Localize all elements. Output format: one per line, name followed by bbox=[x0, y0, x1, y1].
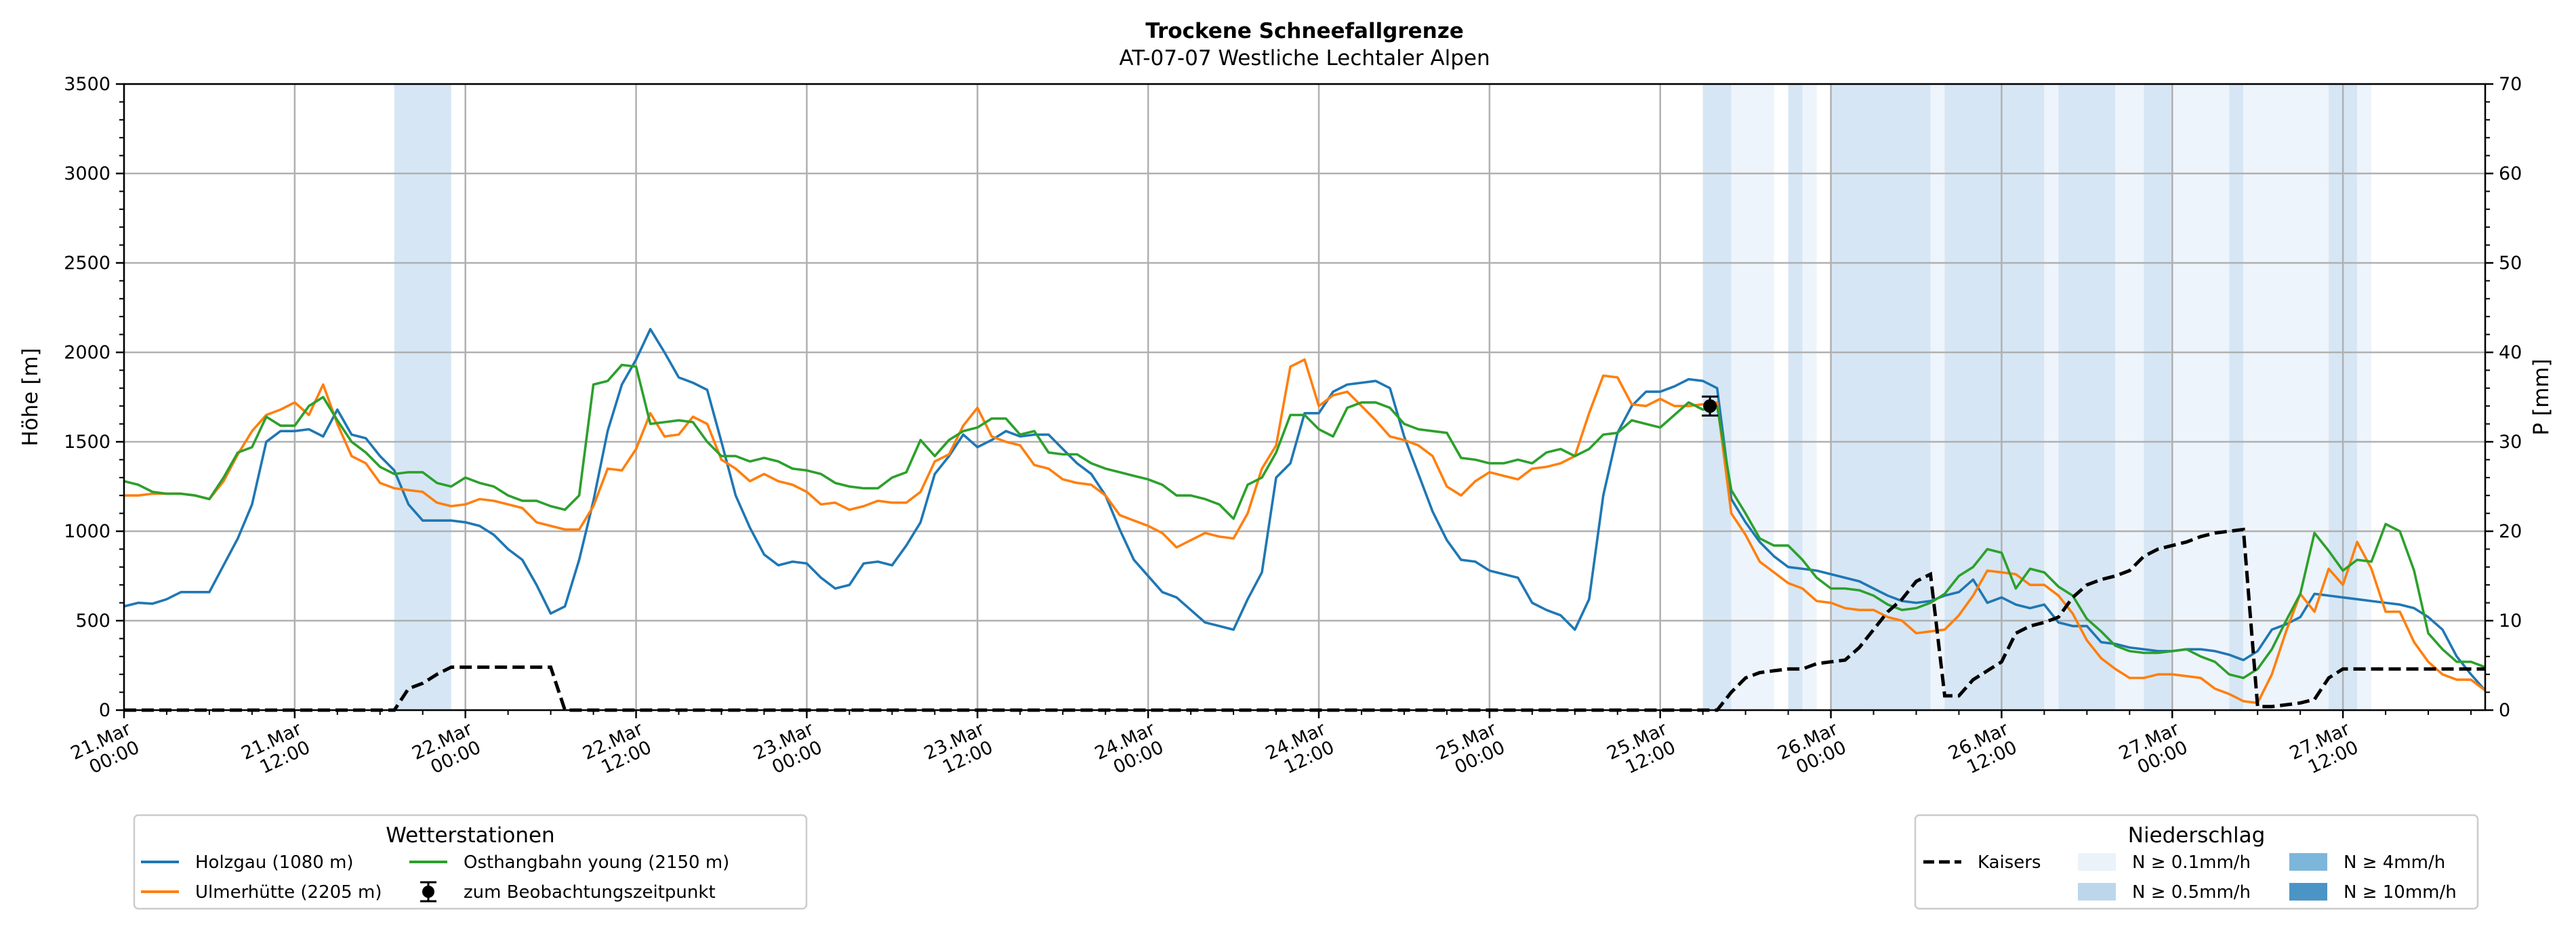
legend-label-0: Holzgau (1080 m) bbox=[195, 852, 354, 873]
legend-title: Niederschlag bbox=[2128, 823, 2266, 848]
precip-band-13 bbox=[2229, 84, 2244, 710]
precip-band-11 bbox=[2144, 84, 2173, 710]
left-axis-ticks: 0 500 1000 1500 2000 2500 3000 3500 bbox=[64, 74, 124, 721]
x-tick-label-7: 24.Mar12:00 bbox=[1263, 718, 1338, 783]
legend-swatch-3 bbox=[422, 886, 434, 898]
y-tick-label-left-0: 0 bbox=[99, 700, 110, 721]
precip-band-7 bbox=[1944, 84, 2045, 710]
y-tick-label-left-3: 1500 bbox=[64, 432, 110, 453]
y-tick-label-left-5: 2500 bbox=[64, 253, 110, 274]
precip-line-kaisers bbox=[124, 527, 2485, 712]
legend-swatch-3 bbox=[2078, 883, 2116, 901]
x-axis-ticks: 21.Mar00:00 21.Mar12:00 22.Mar00:00 22.Mar1… bbox=[68, 710, 2472, 783]
precip-band-6 bbox=[1930, 84, 1945, 710]
x-tick-label-1: 21.Mar12:00 bbox=[239, 718, 314, 783]
x-tick-label-6: 24.Mar00:00 bbox=[1092, 718, 1168, 783]
y-axis-label-right: P [mm] bbox=[2529, 358, 2554, 435]
y-tick-label-right-1: 10 bbox=[2499, 611, 2522, 632]
x-tick-label-4: 23.Mar00:00 bbox=[750, 718, 826, 783]
series-line-1 bbox=[124, 358, 2487, 705]
y-tick-label-right-3: 30 bbox=[2499, 432, 2522, 453]
x-tick-label-0: 21.Mar00:00 bbox=[68, 718, 144, 783]
legend-label-4: N ≥ 10mm/h bbox=[2344, 882, 2457, 903]
x-tick-label-13: 27.Mar12:00 bbox=[2287, 718, 2363, 783]
precip-band-14 bbox=[2243, 84, 2329, 710]
observation-point bbox=[1703, 399, 1717, 413]
legend-swatch-4 bbox=[2289, 883, 2327, 901]
precip-band-0 bbox=[394, 84, 451, 710]
legend-label-2: Ulmerhütte (2205 m) bbox=[195, 882, 382, 903]
series-lines bbox=[123, 327, 2487, 705]
legend-label-3: zum Beobachtungszeitpunkt bbox=[464, 882, 716, 903]
y-tick-label-left-1: 500 bbox=[75, 611, 110, 632]
legend-swatch-1 bbox=[2078, 853, 2116, 871]
y-tick-label-right-6: 60 bbox=[2499, 163, 2522, 184]
y-tick-label-right-4: 40 bbox=[2499, 342, 2522, 363]
legend-label-1: N ≥ 0.1mm/h bbox=[2132, 852, 2251, 873]
precip-band-12 bbox=[2172, 84, 2230, 710]
x-tick-label-3: 22.Mar12:00 bbox=[579, 718, 655, 783]
y-tick-label-left-6: 3000 bbox=[64, 163, 110, 184]
legend-label-0: Kaisers bbox=[1978, 852, 2041, 873]
precip-band-4 bbox=[1802, 84, 1817, 710]
legend-swatch-2 bbox=[2289, 853, 2327, 871]
x-tick-label-12: 27.Mar00:00 bbox=[2116, 718, 2192, 783]
chart-title: Trockene Schneefallgrenze bbox=[1145, 19, 1464, 43]
precip-band-3 bbox=[1788, 84, 1803, 710]
precip-band-5 bbox=[1831, 84, 1931, 710]
observation-marker bbox=[1702, 395, 1719, 417]
legend-label-2: N ≥ 4mm/h bbox=[2344, 852, 2445, 873]
precip-band-10 bbox=[2115, 84, 2144, 710]
x-tick-label-9: 25.Mar12:00 bbox=[1603, 718, 1679, 783]
x-tick-label-5: 23.Mar12:00 bbox=[921, 718, 997, 783]
precip-band-2 bbox=[1731, 84, 1774, 710]
legend-label-3: N ≥ 0.5mm/h bbox=[2132, 882, 2251, 903]
y-tick-label-right-7: 70 bbox=[2499, 74, 2522, 95]
x-tick-label-11: 26.Mar12:00 bbox=[1945, 718, 2021, 783]
series-line-0 bbox=[123, 327, 2487, 692]
x-tick-label-10: 26.Mar00:00 bbox=[1774, 718, 1850, 783]
y-axis-label-left: Höhe [m] bbox=[18, 348, 43, 446]
plot-frame bbox=[123, 83, 2487, 711]
precip-band-8 bbox=[2044, 84, 2059, 710]
x-tick-label-2: 22.Mar00:00 bbox=[409, 718, 485, 783]
right-axis-ticks: 0 10 20 30 40 50 60 70 bbox=[2485, 74, 2522, 721]
legend-precipitation: Niederschlag Kaisers N ≥ 0.1mm/h N ≥ 4mm/h N… bbox=[1914, 814, 2479, 910]
precipitation-bands bbox=[394, 84, 2372, 710]
legend-box bbox=[1914, 814, 2479, 910]
legend-stations: Wetterstationen Holzgau (1080 m) Osthangba… bbox=[133, 814, 808, 910]
y-tick-label-left-4: 2000 bbox=[64, 342, 110, 363]
precip-band-9 bbox=[2058, 84, 2116, 710]
legend-title: Wetterstationen bbox=[386, 823, 554, 848]
legend-box bbox=[133, 814, 808, 910]
chart-subtitle: AT-07-07 Westliche Lechtaler Alpen bbox=[1119, 46, 1490, 70]
y-tick-label-right-5: 50 bbox=[2499, 253, 2522, 274]
legend-label-1: Osthangbahn young (2150 m) bbox=[464, 852, 729, 873]
y-tick-label-left-7: 3500 bbox=[64, 74, 110, 95]
precip-band-16 bbox=[2357, 84, 2372, 710]
precipitation-line bbox=[124, 527, 2485, 712]
x-tick-label-8: 25.Mar00:00 bbox=[1433, 718, 1509, 783]
series-line-2 bbox=[123, 363, 2486, 680]
y-tick-label-left-2: 1000 bbox=[64, 521, 110, 542]
y-tick-label-right-2: 20 bbox=[2499, 521, 2522, 542]
y-tick-label-right-0: 0 bbox=[2499, 700, 2510, 721]
